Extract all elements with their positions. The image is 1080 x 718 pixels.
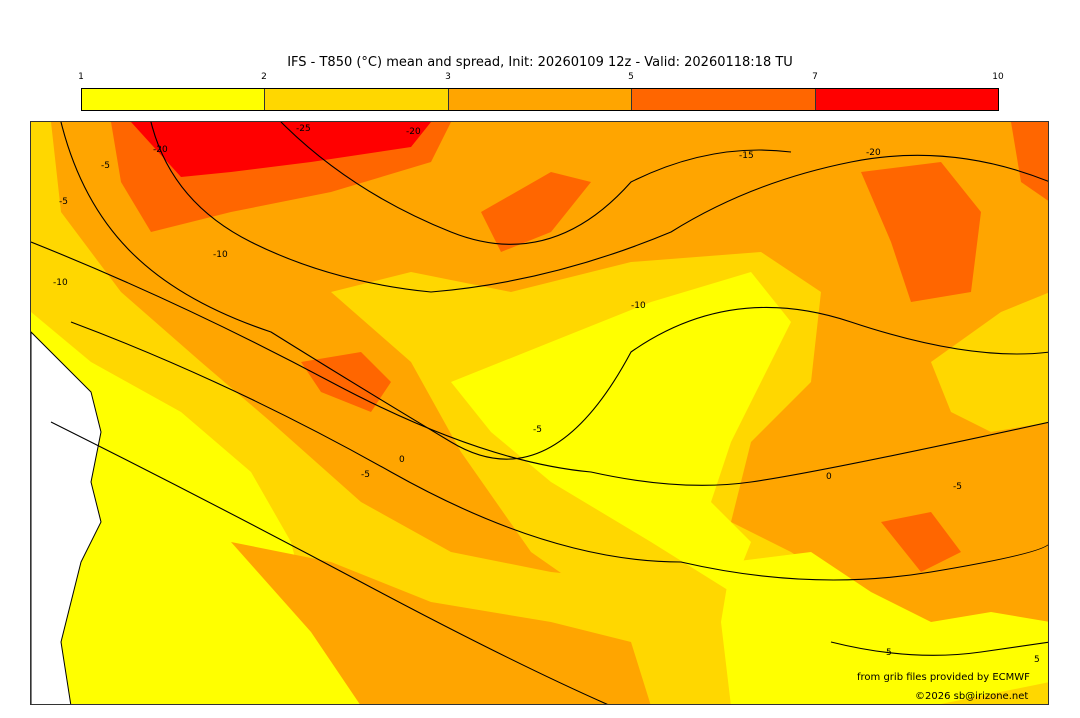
spread-yellow-center bbox=[451, 272, 791, 592]
land-mask bbox=[31, 331, 102, 704]
contour-labels: -25 -20 -20 -15 -20 -10 -10 -5 -5 -10 -5… bbox=[53, 124, 1040, 665]
colorbar bbox=[81, 88, 999, 111]
colorbar-tick: 5 bbox=[628, 72, 634, 82]
contour-label: -10 bbox=[53, 278, 68, 288]
colorbar-tick: 3 bbox=[445, 72, 451, 82]
contour-label: -5 bbox=[59, 197, 68, 207]
spread-field: -25 -20 -20 -15 -20 -10 -10 -5 -5 -10 -5… bbox=[31, 122, 1048, 704]
contour-label: -20 bbox=[406, 127, 421, 137]
colorbar-segment bbox=[82, 89, 266, 110]
spread-darkorange-ural bbox=[861, 162, 981, 302]
contour-label: -5 bbox=[361, 470, 370, 480]
contour-label: 5 bbox=[886, 648, 892, 658]
spread-red-north bbox=[131, 122, 431, 177]
contour-label: -20 bbox=[153, 145, 168, 155]
contour-label: 5 bbox=[1034, 655, 1040, 665]
colorbar-segment bbox=[815, 89, 999, 110]
spread-yellow-east bbox=[931, 292, 1048, 432]
contour-label: -10 bbox=[631, 301, 646, 311]
spread-yellow-west bbox=[31, 312, 360, 704]
contour-label: -5 bbox=[953, 482, 962, 492]
colorbar-segment bbox=[448, 89, 633, 110]
copyright-credit: ©2026 sb@irizone.net bbox=[915, 691, 1029, 702]
contour-label: -15 bbox=[739, 151, 754, 161]
contour-label: -5 bbox=[533, 425, 542, 435]
spread-darkorange-ne bbox=[1011, 122, 1048, 201]
spread-orange-sw bbox=[231, 542, 651, 704]
colorbar-tick: 2 bbox=[261, 72, 267, 82]
colorbar-tick: 1 bbox=[78, 72, 84, 82]
weather-map: -25 -20 -20 -15 -20 -10 -10 -5 -5 -10 -5… bbox=[30, 121, 1049, 705]
contour-label: 0 bbox=[826, 472, 832, 482]
colorbar-tick: 7 bbox=[812, 72, 818, 82]
isotherms bbox=[31, 122, 1048, 704]
spread-darkorange-turkey bbox=[881, 512, 961, 572]
colorbar-segment bbox=[265, 89, 449, 110]
contour-label: -25 bbox=[296, 124, 311, 134]
colorbar-tick: 10 bbox=[992, 72, 1004, 82]
contour-label: -20 bbox=[866, 148, 881, 158]
spread-darkorange-greenland bbox=[481, 172, 591, 252]
contour-label: -10 bbox=[213, 250, 228, 260]
contour-label: -5 bbox=[101, 161, 110, 171]
source-credit: from grib files provided by ECMWF bbox=[857, 672, 1030, 683]
colorbar-segment bbox=[632, 89, 816, 110]
contour-label: 0 bbox=[399, 455, 405, 465]
map-title: IFS - T850 (°C) mean and spread, Init: 2… bbox=[287, 55, 793, 70]
spread-yellow-se bbox=[721, 552, 1048, 704]
spread-darkorange-atlantic bbox=[301, 352, 391, 412]
